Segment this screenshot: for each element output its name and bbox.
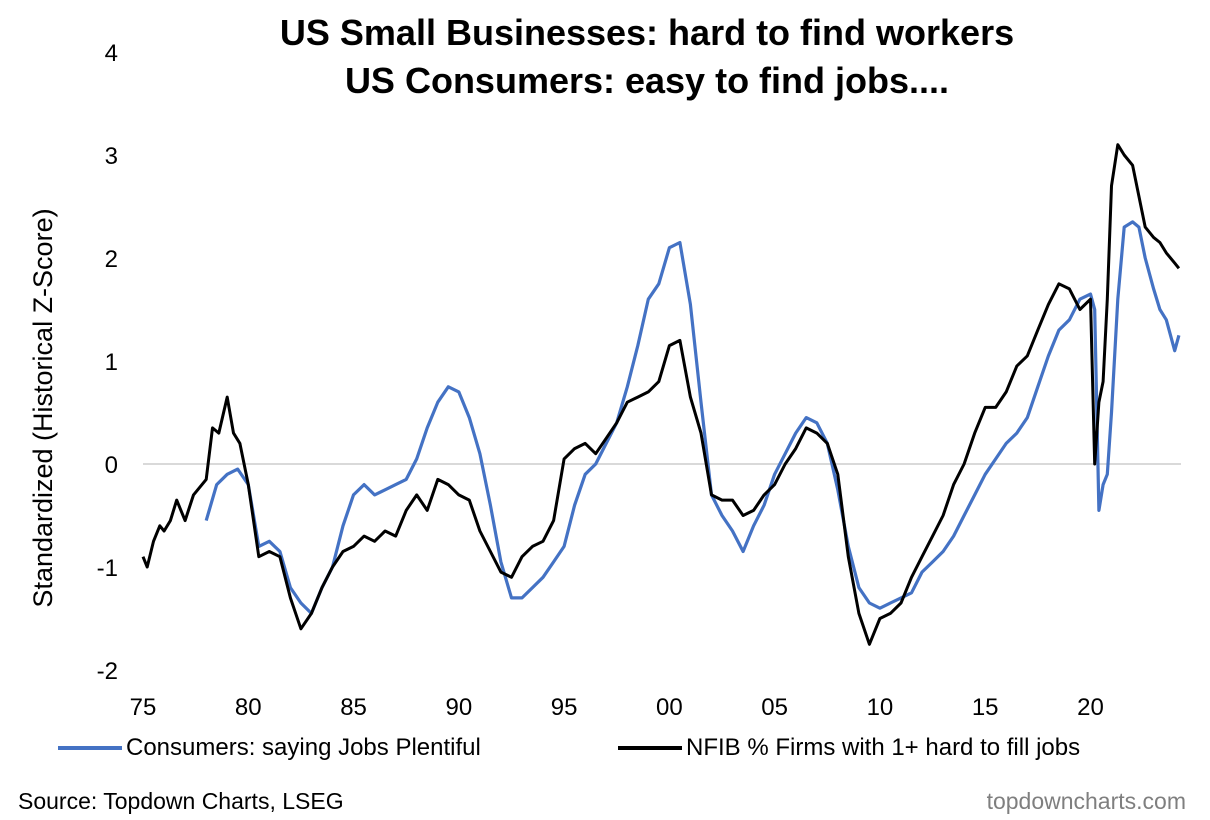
y-tick-label: 4: [105, 40, 118, 67]
legend-label: Consumers: saying Jobs Plentiful: [126, 734, 481, 761]
chart-subtitle: US Consumers: easy to find jobs....: [344, 60, 950, 101]
legend-item-nfib: NFIB % Firms with 1+ hard to fill jobs: [618, 734, 1080, 762]
legend-label: NFIB % Firms with 1+ hard to fill jobs: [686, 734, 1081, 761]
y-tick-label: -2: [97, 658, 118, 685]
x-tick-label: 95: [551, 694, 578, 721]
y-tick-label: 0: [105, 452, 118, 479]
y-tick-label: 3: [105, 143, 118, 170]
y-tick-label: 2: [105, 246, 118, 273]
series-line-nfib: [141, 143, 1181, 646]
legend-item-consumers: Consumers: saying Jobs Plentiful: [58, 734, 481, 762]
x-tick-label: 10: [867, 694, 894, 721]
x-tick-label: 75: [130, 694, 157, 721]
x-tick-label: 15: [972, 694, 999, 721]
watermark: topdowncharts.com: [986, 788, 1186, 814]
x-tick-label: 00: [656, 694, 683, 721]
x-tick-label: 80: [235, 694, 262, 721]
y-tick-label: -1: [97, 555, 118, 582]
source-note: Source: Topdown Charts, LSEG: [18, 788, 344, 814]
x-tick-label: 20: [1077, 694, 1104, 721]
x-tick-label: 05: [761, 694, 788, 721]
legend-swatch-black: [618, 746, 682, 750]
y-tick-label: 1: [105, 349, 118, 376]
line-chart: Standardized (Historical Z-Score) -2 -1 0 1…: [28, 40, 1181, 721]
x-tick-label: 85: [340, 694, 367, 721]
x-tick-label: 90: [445, 694, 472, 721]
chart-title: US Small Businesses: hard to find worker…: [279, 12, 1015, 53]
legend-swatch-blue: [58, 746, 122, 750]
series-line-consumers: [204, 220, 1181, 615]
y-axis-label: Standardized (Historical Z-Score): [28, 208, 58, 607]
